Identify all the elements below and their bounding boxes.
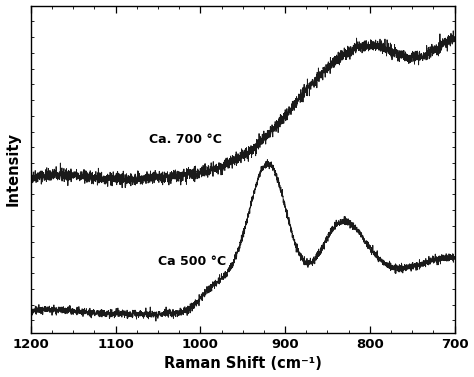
Text: Ca 500 °C: Ca 500 °C bbox=[158, 255, 226, 268]
X-axis label: Raman Shift (cm⁻¹): Raman Shift (cm⁻¹) bbox=[164, 356, 322, 371]
Y-axis label: Intensity: Intensity bbox=[6, 132, 20, 206]
Text: Ca. 700 °C: Ca. 700 °C bbox=[149, 133, 222, 146]
